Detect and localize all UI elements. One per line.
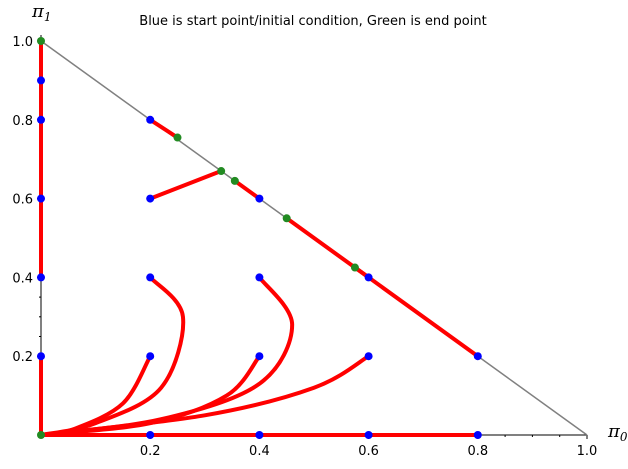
trajectory-line (148, 117, 180, 140)
y-tick-label: 0.6 (12, 193, 33, 208)
x-tick-label: 1.0 (577, 444, 598, 459)
start-point (255, 352, 264, 361)
start-point (37, 115, 45, 124)
end-point (282, 214, 291, 223)
y-tick-label: 0.8 (12, 114, 33, 129)
end-point (350, 263, 359, 272)
start-point (473, 431, 482, 439)
start-point (255, 273, 264, 282)
start-point (37, 352, 45, 361)
end-point (173, 133, 182, 142)
trajectory-line (39, 354, 371, 437)
start-point (37, 273, 45, 282)
y-tick-label: 0.4 (12, 271, 33, 286)
x-tick-label: 0.8 (467, 444, 488, 459)
x-tick-label: 0.2 (140, 444, 161, 459)
start-point (473, 352, 482, 361)
end-point (37, 37, 45, 45)
end-point (230, 176, 239, 185)
start-point (146, 352, 155, 361)
trajectory-line (232, 178, 262, 201)
x-axis-label: π0 (607, 421, 628, 444)
end-point (37, 431, 45, 439)
start-point (364, 431, 373, 439)
y-axis-label: π1 (31, 1, 51, 24)
start-point (146, 431, 155, 439)
trajectories (39, 39, 480, 437)
start-point (255, 194, 264, 203)
y-tick-label: 1.0 (12, 35, 33, 50)
start-point (364, 273, 373, 282)
chart-title: Blue is start point/initial condition, G… (139, 14, 486, 29)
trajectory-line (148, 169, 224, 201)
trajectory-line (352, 265, 480, 359)
y-tick-label: 0.2 (12, 350, 33, 365)
start-point (146, 273, 155, 282)
start-point (37, 76, 45, 85)
end-point (217, 167, 226, 176)
end-points (37, 37, 359, 439)
start-point (146, 115, 155, 124)
trajectory-line (39, 275, 295, 437)
x-tick-label: 0.4 (249, 444, 270, 459)
x-tick-label: 0.6 (358, 444, 379, 459)
start-point (37, 194, 45, 203)
start-point (255, 431, 264, 439)
start-points (37, 76, 482, 439)
start-point (364, 352, 373, 361)
ticks: 0.2 0.4 0.6 0.8 1.0 0.2 0.4 0.6 0.8 1.0 (12, 35, 597, 459)
start-point (146, 194, 155, 203)
